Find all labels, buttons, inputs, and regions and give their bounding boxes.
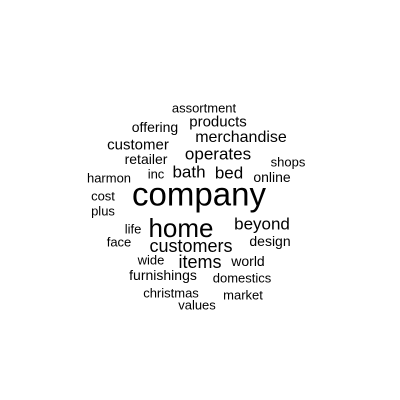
word: wide bbox=[137, 252, 165, 268]
word: retailer bbox=[124, 151, 168, 167]
word: offering bbox=[131, 119, 179, 135]
word: customer bbox=[107, 136, 169, 154]
word: cost bbox=[91, 188, 115, 204]
word: inc bbox=[147, 166, 165, 182]
word: merchandise bbox=[195, 129, 287, 146]
word: world bbox=[231, 253, 265, 269]
word: values bbox=[178, 297, 216, 313]
word: items bbox=[178, 252, 222, 272]
word: harmon bbox=[86, 170, 132, 186]
word: plus bbox=[91, 203, 115, 219]
word: shops bbox=[270, 154, 306, 170]
word: operates bbox=[184, 144, 252, 164]
word: home bbox=[148, 213, 214, 243]
word: furnishings bbox=[129, 267, 197, 283]
word: design bbox=[249, 233, 291, 249]
word: customers bbox=[149, 236, 233, 256]
word: bath bbox=[172, 162, 206, 182]
word: christmas bbox=[143, 285, 199, 301]
word: products bbox=[189, 113, 247, 131]
word: company bbox=[132, 175, 266, 213]
word: bed bbox=[214, 163, 244, 183]
word: domestics bbox=[212, 270, 272, 286]
word: life bbox=[124, 221, 142, 237]
word: online bbox=[253, 169, 291, 185]
word: assortment bbox=[171, 100, 237, 116]
word: market bbox=[223, 287, 263, 303]
word: face bbox=[106, 234, 132, 250]
word: beyond bbox=[234, 214, 290, 234]
